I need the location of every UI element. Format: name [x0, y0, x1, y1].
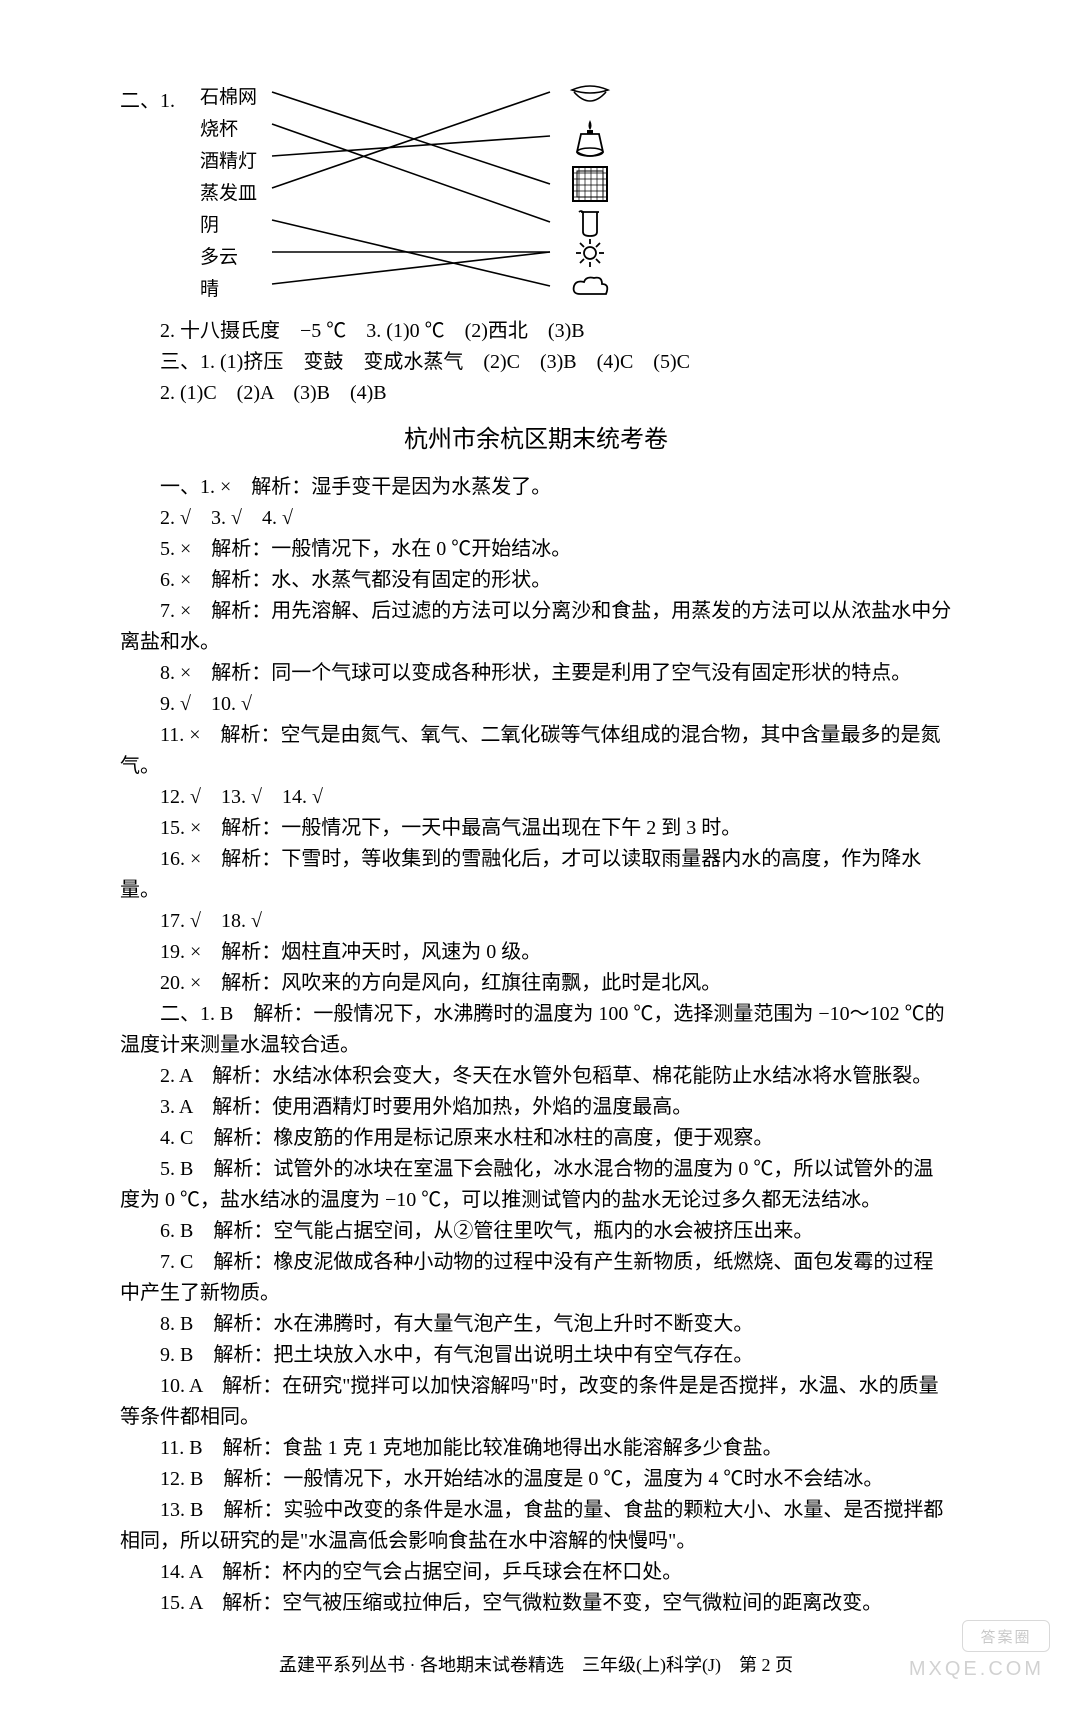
- matching-diagram: 石棉网 烧杯 酒精灯 蒸发皿 阴 多云 晴: [200, 80, 620, 310]
- watermark-bubble: 答案圈: [962, 1620, 1050, 1652]
- matching-section-label: 二、1.: [120, 80, 200, 113]
- matching-lines: [200, 80, 620, 310]
- body-line: 6. × 解析：水、水蒸气都没有固定的形状。: [120, 565, 952, 596]
- body-line: 12. B 解析：一般情况下，水开始结冰的温度是 0 ℃，温度为 4 ℃时水不会…: [120, 1464, 952, 1495]
- body-line: 6. B 解析：空气能占据空间，从②管往里吹气，瓶内的水会被挤压出来。: [120, 1216, 952, 1247]
- body-line: 15. × 解析：一般情况下，一天中最高气温出现在下午 2 到 3 时。: [120, 813, 952, 844]
- page: 二、1. 石棉网 烧杯 酒精灯 蒸发皿 阴 多云 晴: [0, 0, 1072, 1717]
- body-line: 2. √ 3. √ 4. √: [120, 503, 952, 534]
- body-line: 二、1. B 解析：一般情况下，水沸腾时的温度为 100 ℃，选择测量范围为 −…: [120, 999, 952, 1061]
- ans-line-2-3: 三、1. (1)挤压 变鼓 变成水蒸气 (2)C (3)B (4)C (5)C: [120, 347, 952, 378]
- body-line: 一、1. × 解析：湿手变干是因为水蒸发了。: [120, 472, 952, 503]
- body-line: 19. × 解析：烟柱直冲天时，风速为 0 级。: [120, 937, 952, 968]
- body-line: 3. A 解析：使用酒精灯时要用外焰加热，外焰的温度最高。: [120, 1092, 952, 1123]
- body-line: 8. × 解析：同一个气球可以变成各种形状，主要是利用了空气没有固定形状的特点。: [120, 658, 952, 689]
- body-line: 8. B 解析：水在沸腾时，有大量气泡产生，气泡上升时不断变大。: [120, 1309, 952, 1340]
- body-line: 7. C 解析：橡皮泥做成各种小动物的过程中没有产生新物质，纸燃烧、面包发霉的过…: [120, 1247, 952, 1309]
- body-line: 17. √ 18. √: [120, 906, 952, 937]
- body-line: 4. C 解析：橡皮筋的作用是标记原来水柱和冰柱的高度，便于观察。: [120, 1123, 952, 1154]
- body-line: 7. × 解析：用先溶解、后过滤的方法可以分离沙和食盐，用蒸发的方法可以从浓盐水…: [120, 596, 952, 658]
- answer-body: 一、1. × 解析：湿手变干是因为水蒸发了。2. √ 3. √ 4. √5. ×…: [120, 472, 952, 1619]
- body-line: 2. A 解析：水结冰体积会变大，冬天在水管外包稻草、棉花能防止水结冰将水管胀裂…: [120, 1061, 952, 1092]
- body-line: 12. √ 13. √ 14. √: [120, 782, 952, 813]
- ans-line-2-2: 2. 十八摄氏度 −5 ℃ 3. (1)0 ℃ (2)西北 (3)B: [120, 316, 952, 347]
- body-line: 13. B 解析：实验中改变的条件是水温，食盐的量、食盐的颗粒大小、水量、是否搅…: [120, 1495, 952, 1557]
- body-line: 11. B 解析：食盐 1 克 1 克地加能比较准确地得出水能溶解多少食盐。: [120, 1433, 952, 1464]
- body-line: 11. × 解析：空气是由氮气、氧气、二氧化碳等气体组成的混合物，其中含量最多的…: [120, 720, 952, 782]
- ans-line-2-4: 2. (1)C (2)A (3)B (4)B: [120, 378, 952, 409]
- body-line: 16. × 解析：下雪时，等收集到的雪融化后，才可以读取雨量器内水的高度，作为降…: [120, 844, 952, 906]
- body-line: 5. B 解析：试管外的冰块在室温下会融化，冰水混合物的温度为 0 ℃，所以试管…: [120, 1154, 952, 1216]
- watermark: 答案圈 MXQE.COM: [909, 1658, 1044, 1681]
- matching-section: 二、1. 石棉网 烧杯 酒精灯 蒸发皿 阴 多云 晴: [120, 80, 952, 316]
- body-line: 15. A 解析：空气被压缩或拉伸后，空气微粒数量不变，空气微粒间的距离改变。: [120, 1588, 952, 1619]
- body-line: 9. B 解析：把土块放入水中，有气泡冒出说明土块中有空气存在。: [120, 1340, 952, 1371]
- body-line: 10. A 解析：在研究"搅拌可以加快溶解吗"时，改变的条件是是否搅拌，水温、水…: [120, 1371, 952, 1433]
- exam-title: 杭州市余杭区期末统考卷: [120, 419, 952, 454]
- body-line: 9. √ 10. √: [120, 689, 952, 720]
- body-line: 5. × 解析：一般情况下，水在 0 ℃开始结冰。: [120, 534, 952, 565]
- watermark-text: MXQE.COM: [909, 1658, 1044, 1681]
- body-line: 20. × 解析：风吹来的方向是风向，红旗往南飘，此时是北风。: [120, 968, 952, 999]
- body-line: 14. A 解析：杯内的空气会占据空间，乒乓球会在杯口处。: [120, 1557, 952, 1588]
- page-footer: 孟建平系列丛书 · 各地期末试卷精选 三年级(上)科学(J) 第 2 页: [120, 1651, 952, 1677]
